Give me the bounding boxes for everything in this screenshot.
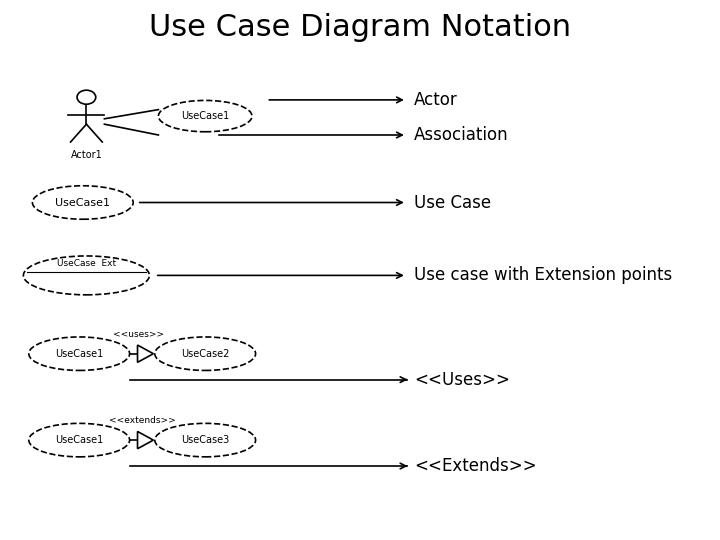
Text: UseCase1: UseCase1 [55, 435, 104, 445]
Text: Association: Association [414, 126, 508, 144]
Polygon shape [138, 345, 153, 362]
Text: UseCase1: UseCase1 [55, 198, 110, 207]
Text: <<Extends>>: <<Extends>> [414, 457, 536, 475]
Text: <<uses>>: <<uses>> [113, 330, 164, 339]
Text: Use Case Diagram Notation: Use Case Diagram Notation [149, 14, 571, 43]
Text: UseCase  Ext: UseCase Ext [57, 259, 116, 268]
Text: <<extends>>: <<extends>> [109, 416, 176, 425]
Text: Use case with Extension points: Use case with Extension points [414, 266, 672, 285]
Text: Actor: Actor [414, 91, 458, 109]
Text: UseCase3: UseCase3 [181, 435, 230, 445]
Ellipse shape [158, 100, 252, 132]
Ellipse shape [29, 423, 130, 457]
Text: UseCase1: UseCase1 [181, 111, 230, 121]
Text: Use Case: Use Case [414, 193, 491, 212]
Text: <<Uses>>: <<Uses>> [414, 370, 510, 389]
Text: UseCase1: UseCase1 [55, 349, 104, 359]
Text: Actor1: Actor1 [71, 150, 102, 160]
Ellipse shape [29, 337, 130, 370]
Polygon shape [138, 431, 153, 449]
Ellipse shape [32, 186, 133, 219]
Text: UseCase2: UseCase2 [181, 349, 230, 359]
Ellipse shape [155, 337, 256, 370]
Ellipse shape [23, 256, 150, 295]
Ellipse shape [155, 423, 256, 457]
Circle shape [77, 90, 96, 104]
